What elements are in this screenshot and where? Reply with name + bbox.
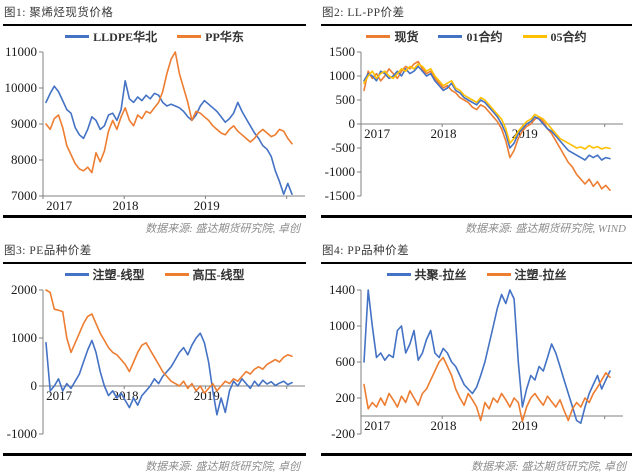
y-tick-label: 1000 xyxy=(329,318,355,333)
series-line xyxy=(45,51,293,174)
pp-variety-spread-chart: 1400 1000 600 200 -200 2017 2018 2019 xyxy=(329,282,623,441)
series-line xyxy=(45,79,293,195)
figure1-source: 数据来源: 盛达期货研究院, 卓创 xyxy=(145,223,300,235)
figure1-title: 图1: 聚烯烃现货价格 xyxy=(3,3,306,26)
series-line xyxy=(363,60,611,191)
y-tick-label: 0 xyxy=(31,378,38,393)
x-tick-label: 2017 xyxy=(46,388,73,403)
figure2-panel: 图2: LL-PP价差 现货 01合约 05合约 1500 1000 500 0 -500 -… xyxy=(318,0,636,238)
x-tick-label: 2018 xyxy=(113,198,139,213)
y-tick-label: 500 xyxy=(336,92,356,107)
figure3-title: 图3: PE品种价差 xyxy=(3,241,306,264)
legend-item: 共聚-拉丝 xyxy=(386,266,467,283)
y-tick-label: 1500 xyxy=(329,44,355,59)
x-tick-label: 2019 xyxy=(194,198,220,213)
series-line xyxy=(363,289,611,424)
legend-item: 现货 xyxy=(366,28,418,45)
x-tick-label: 2017 xyxy=(46,198,73,213)
y-tick-label: 10000 xyxy=(5,80,38,95)
legend-label: 注塑-线型 xyxy=(92,268,145,282)
y-tick-label: -1000 xyxy=(325,164,355,179)
figure1-panel: 图1: 聚烯烃现货价格 LLDPE华北 PP华东 11000 10000 9000 80… xyxy=(0,0,318,238)
legend-line-swatch-icon xyxy=(64,273,89,276)
figure4-panel: 图4: PP品种价差 共聚-拉丝 注塑-拉丝 1400 1000 600 200 -200… xyxy=(318,238,636,476)
legend-item: 注塑-拉丝 xyxy=(486,266,567,283)
x-tick-label: 2017 xyxy=(364,418,391,433)
legend-line-swatch-icon xyxy=(164,273,189,276)
legend-line-swatch-icon xyxy=(522,35,547,38)
divider xyxy=(321,453,632,456)
figure2-source: 数据来源: 盛达期货研究院, WIND xyxy=(464,223,626,235)
y-tick-label: -1000 xyxy=(7,426,37,441)
figure1-chart-area: LLDPE华北 PP华东 11000 10000 9000 8000 7000 2017 20… xyxy=(3,26,306,215)
x-tick-label: 2018 xyxy=(113,388,139,403)
figure1-legend: LLDPE华北 PP华东 xyxy=(3,29,306,44)
legend-item: 高压-线型 xyxy=(164,266,245,283)
legend-label: LLDPE华北 xyxy=(93,30,158,44)
y-tick-label: 1000 xyxy=(11,330,37,345)
legend-label: PP华东 xyxy=(205,30,244,44)
y-tick-label: 600 xyxy=(336,354,356,369)
y-tick-label: -200 xyxy=(331,426,355,441)
figure2-title: 图2: LL-PP价差 xyxy=(321,3,632,26)
y-tick-label: 7000 xyxy=(11,188,37,203)
legend-line-swatch-icon xyxy=(438,35,463,38)
y-tick-label: -1500 xyxy=(325,188,355,203)
series-line xyxy=(45,332,293,416)
figure3-legend: 注塑-线型 高压-线型 xyxy=(3,267,306,282)
figure2-chart-area: 现货 01合约 05合约 1500 1000 500 0 -500 -1000 -1500 201… xyxy=(321,26,632,215)
y-tick-label: 11000 xyxy=(5,44,37,59)
figure4-title: 图4: PP品种价差 xyxy=(321,241,632,264)
x-tick-label: 2018 xyxy=(431,418,457,433)
legend-label: 05合约 xyxy=(550,30,587,44)
x-tick-label: 2017 xyxy=(364,126,391,141)
legend-line-swatch-icon xyxy=(65,35,90,38)
figure3-chart-area: 注塑-线型 高压-线型 2000 1000 0 -1000 2017 2018 2019 xyxy=(3,264,306,453)
y-tick-label: 0 xyxy=(349,116,356,131)
figure3-source: 数据来源: 盛达期货研究院, 卓创 xyxy=(145,461,300,473)
figure2-legend: 现货 01合约 05合约 xyxy=(321,29,632,44)
legend-item: LLDPE华北 xyxy=(65,28,157,45)
y-tick-label: 200 xyxy=(336,390,356,405)
legend-item: PP华东 xyxy=(177,28,244,45)
figure4-source: 数据来源: 盛达期货研究院, 卓创 xyxy=(471,461,626,473)
y-tick-label: 8000 xyxy=(11,152,37,167)
legend-label: 现货 xyxy=(394,30,419,44)
legend-item: 注塑-线型 xyxy=(64,266,145,283)
x-tick-label: 2019 xyxy=(512,418,538,433)
y-tick-label: 9000 xyxy=(11,116,37,131)
figure4-legend: 共聚-拉丝 注塑-拉丝 xyxy=(321,267,632,282)
series-line xyxy=(363,63,611,150)
legend-label: 注塑-拉丝 xyxy=(514,268,567,282)
legend-item: 05合约 xyxy=(522,28,587,45)
series-line xyxy=(45,289,293,394)
y-tick-label: -500 xyxy=(331,140,355,155)
legend-line-swatch-icon xyxy=(486,273,511,276)
divider xyxy=(3,453,306,456)
divider xyxy=(321,215,632,218)
x-tick-label: 2018 xyxy=(431,126,457,141)
legend-label: 高压-线型 xyxy=(192,268,245,282)
legend-label: 01合约 xyxy=(466,30,503,44)
legend-item: 01合约 xyxy=(438,28,503,45)
legend-label: 共聚-拉丝 xyxy=(414,268,467,282)
divider xyxy=(3,215,306,218)
legend-line-swatch-icon xyxy=(177,35,202,38)
figure3-panel: 图3: PE品种价差 注塑-线型 高压-线型 2000 1000 0 -1000 2017… xyxy=(0,238,318,476)
y-tick-label: 1400 xyxy=(329,282,355,297)
y-tick-label: 1000 xyxy=(329,68,355,83)
y-tick-label: 2000 xyxy=(11,282,37,297)
legend-line-swatch-icon xyxy=(386,273,411,276)
polyolefin-spot-price-chart: 11000 10000 9000 8000 7000 2017 2018 2019 xyxy=(5,44,305,213)
series-line xyxy=(363,356,611,423)
legend-line-swatch-icon xyxy=(366,35,391,38)
figure4-chart-area: 共聚-拉丝 注塑-拉丝 1400 1000 600 200 -200 2017 2018 201… xyxy=(321,264,632,453)
